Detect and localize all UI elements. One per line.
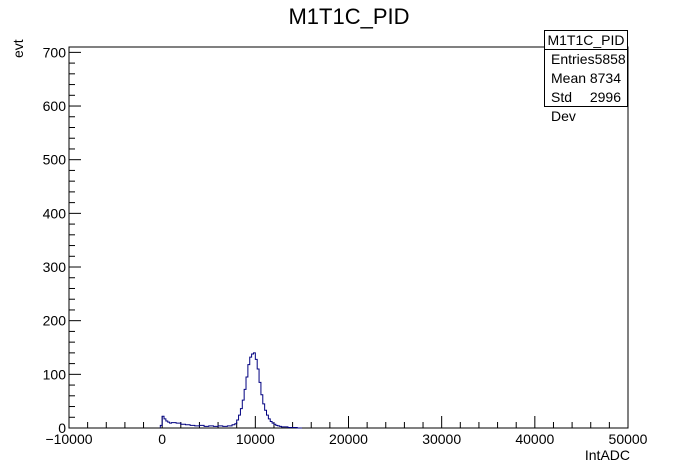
y-tick-label: 0: [58, 420, 66, 436]
y-tick-label: 100: [43, 366, 67, 382]
y-tick-label: 400: [43, 205, 67, 221]
x-tick-label: 50000: [609, 431, 648, 447]
x-axis-ticks: −10000 0 10000 20000 30000 40000 50000: [45, 416, 648, 447]
y-tick-label: 200: [43, 313, 67, 329]
y-axis-label: evt: [10, 39, 26, 58]
stats-row-entries: Entries 5858: [545, 50, 627, 69]
y-axis-ticks: 0 100 200 300 400 500 600 700: [43, 44, 81, 436]
stats-row-mean: Mean 8734: [545, 69, 627, 88]
x-tick-label: 40000: [515, 431, 554, 447]
stats-box-title: M1T1C_PID: [545, 31, 627, 50]
stats-row-stddev: Std Dev 2996: [545, 88, 627, 124]
histogram-series: [159, 352, 302, 429]
y-tick-label: 700: [43, 44, 67, 60]
stats-value: 8734: [589, 70, 621, 86]
y-tick-label: 500: [43, 152, 67, 168]
stats-label: Mean: [551, 70, 587, 86]
x-tick-label: −10000: [45, 431, 92, 447]
x-tick-label: 10000: [236, 431, 275, 447]
stats-label: Entries: [551, 51, 595, 67]
y-tick-label: 300: [43, 259, 67, 275]
x-tick-label: 30000: [422, 431, 461, 447]
stats-value: 2996: [589, 89, 621, 105]
y-tick-label: 600: [43, 98, 67, 114]
stats-label: Std Dev: [551, 89, 576, 124]
chart-title: M1T1C_PID: [288, 4, 410, 29]
stats-box: M1T1C_PID Entries 5858 Mean 8734 Std Dev…: [544, 30, 628, 124]
x-tick-label: 0: [158, 431, 166, 447]
stats-value: 5858: [594, 51, 626, 67]
x-tick-label: 20000: [329, 431, 368, 447]
x-axis-label: IntADC: [584, 447, 630, 463]
